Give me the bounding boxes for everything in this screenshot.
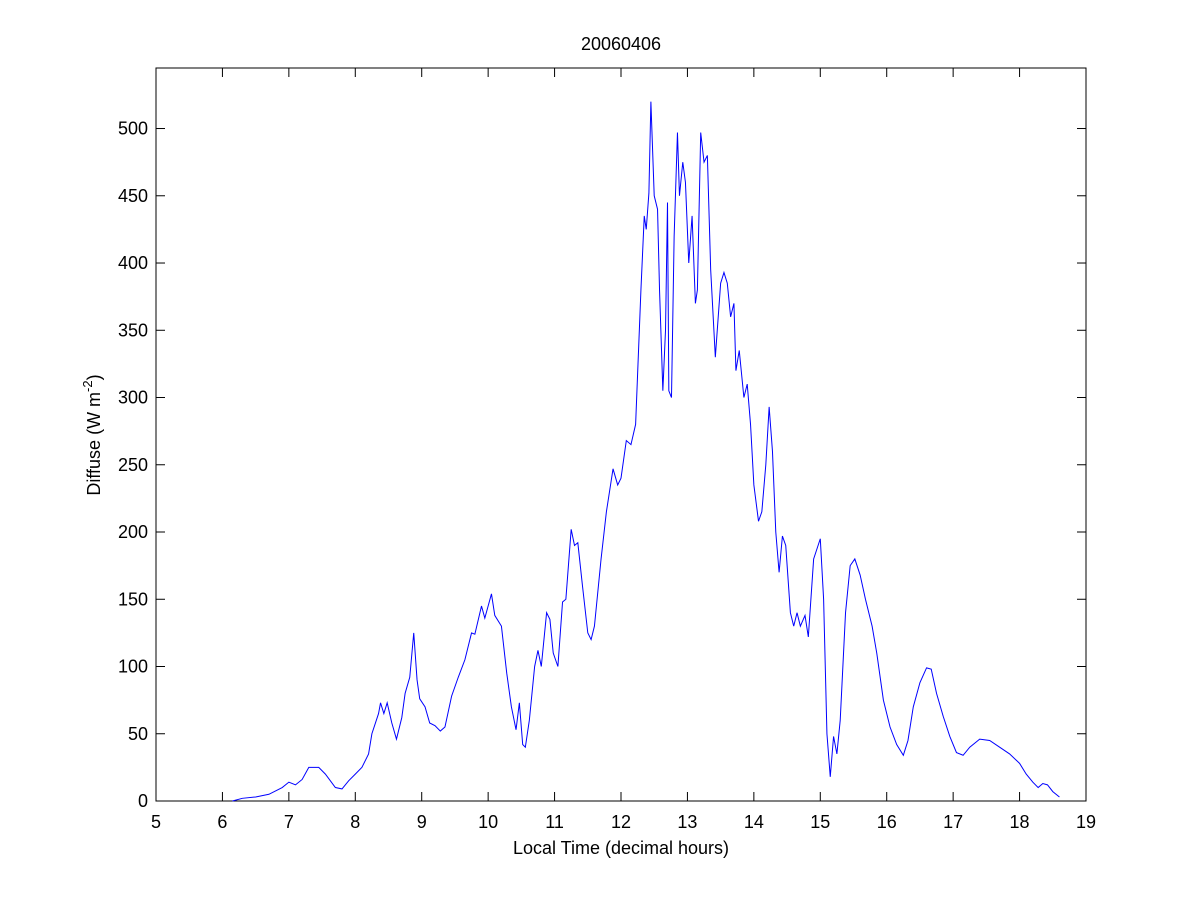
x-tick-label: 18	[1010, 812, 1030, 832]
x-tick-label: 10	[478, 812, 498, 832]
x-tick-label: 14	[744, 812, 764, 832]
x-tick-label: 17	[943, 812, 963, 832]
data-line	[232, 101, 1060, 802]
y-label-end: )	[84, 374, 104, 380]
chart-title: 20060406	[581, 34, 661, 54]
y-tick-label: 50	[128, 724, 148, 744]
x-tick-label: 12	[611, 812, 631, 832]
x-tick-label: 6	[217, 812, 227, 832]
x-tick-label: 13	[677, 812, 697, 832]
x-tick-label: 11	[545, 812, 564, 832]
y-label-exponent: -2	[80, 380, 95, 392]
plot-frame	[155, 67, 1087, 802]
y-tick-label: 450	[118, 186, 148, 206]
y-tick-label: 200	[118, 522, 148, 542]
y-axis-label: Diffuse (W m-2)	[80, 374, 104, 495]
y-tick-label: 300	[118, 388, 148, 408]
y-tick-label: 250	[118, 455, 148, 475]
y-tick-label: 350	[118, 320, 148, 340]
y-label-text: Diffuse (W m	[84, 392, 104, 496]
x-axis-label: Local Time (decimal hours)	[513, 838, 729, 858]
x-tick-label: 5	[151, 812, 161, 832]
x-tick-label: 15	[810, 812, 830, 832]
y-tick-label: 150	[118, 589, 148, 609]
y-tick-label: 400	[118, 253, 148, 273]
x-tick-label: 7	[284, 812, 294, 832]
x-tick-label: 8	[350, 812, 360, 832]
x-tick-label: 19	[1076, 812, 1096, 832]
x-tick-label: 9	[417, 812, 427, 832]
y-tick-label: 100	[118, 657, 148, 677]
x-tick-label: 16	[877, 812, 897, 832]
y-tick-label: 0	[138, 791, 148, 811]
y-tick-label: 500	[118, 119, 148, 139]
